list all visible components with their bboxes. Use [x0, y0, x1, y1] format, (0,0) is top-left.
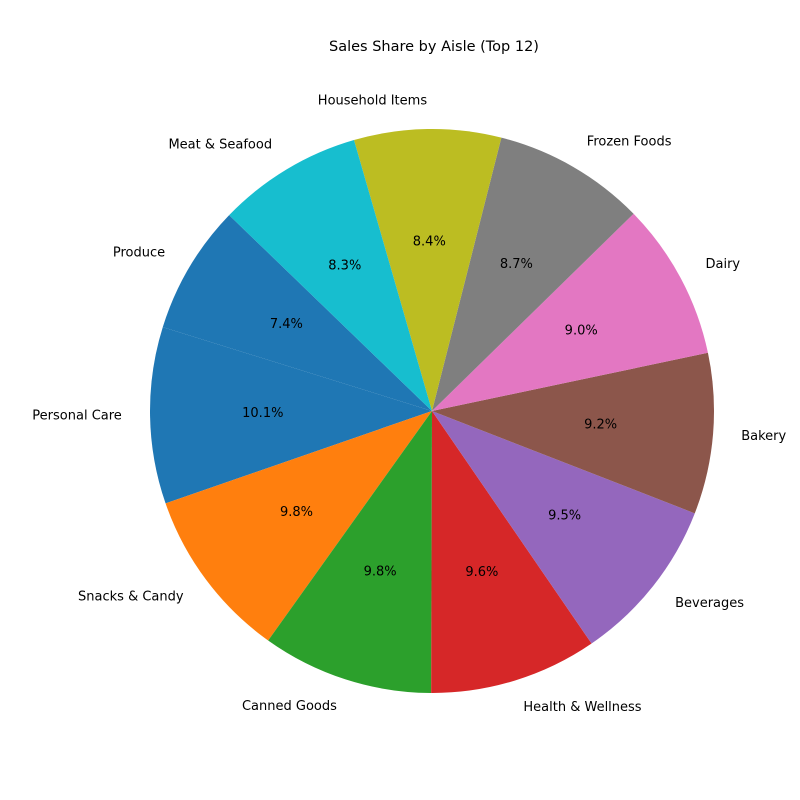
slice-label-frozen-foods: Frozen Foods — [587, 135, 672, 150]
slice-label-canned-goods: Canned Goods — [242, 699, 337, 714]
pct-label-household-items: 8.4% — [413, 234, 446, 249]
slice-produce — [162, 215, 432, 411]
slice-label-produce: Produce — [113, 245, 165, 260]
pct-label-meat-and-seafood: 8.3% — [328, 259, 361, 274]
pct-label-health-and-wellness: 9.6% — [465, 565, 498, 580]
chart-title: Sales Share by Aisle (Top 12) — [329, 39, 539, 55]
slice-snacks-and-candy — [165, 411, 432, 641]
pct-label-beverages: 9.5% — [548, 509, 581, 524]
slice-label-beverages: Beverages — [675, 596, 744, 611]
slice-labels: Produce Personal Care Snacks & Candy Canned… — [32, 93, 786, 715]
pie-slices — [150, 129, 715, 694]
slice-label-bakery: Bakery — [741, 429, 786, 444]
slice-label-health-and-wellness: Health & Wellness — [523, 700, 641, 715]
pct-label-snacks-and-candy: 9.8% — [280, 505, 313, 520]
slice-beverages — [432, 411, 695, 644]
slice-label-household-items: Household Items — [318, 93, 428, 108]
slice-canned-goods — [268, 411, 432, 693]
pct-label-personal-care: 10.1% — [242, 406, 283, 421]
slice-meat-and-seafood — [229, 140, 432, 411]
slice-label-dairy: Dairy — [706, 257, 741, 272]
pct-label-frozen-foods: 8.7% — [500, 257, 533, 272]
slice-health-and-wellness — [431, 411, 592, 694]
slice-dairy — [432, 213, 708, 411]
slice-frozen-foods — [432, 137, 634, 412]
slice-personal-care — [150, 327, 432, 504]
slice-bakery — [432, 352, 715, 514]
slice-label-personal-care: Personal Care — [32, 408, 122, 423]
pct-label-bakery: 9.2% — [584, 417, 617, 432]
pct-label-dairy: 9.0% — [565, 324, 598, 339]
pct-label-canned-goods: 9.8% — [364, 565, 397, 580]
slice-label-snacks-and-candy: Snacks & Candy — [78, 589, 184, 604]
pct-label-produce: 7.4% — [270, 317, 303, 332]
slice-household-items — [353, 129, 502, 411]
percentage-labels: 7.4% 10.1% 9.8% 9.8% 9.6% 9.5% 9.2% 9.0% 8.7% 8.4… — [242, 234, 617, 580]
slice-label-meat-and-seafood: Meat & Seafood — [168, 138, 272, 153]
